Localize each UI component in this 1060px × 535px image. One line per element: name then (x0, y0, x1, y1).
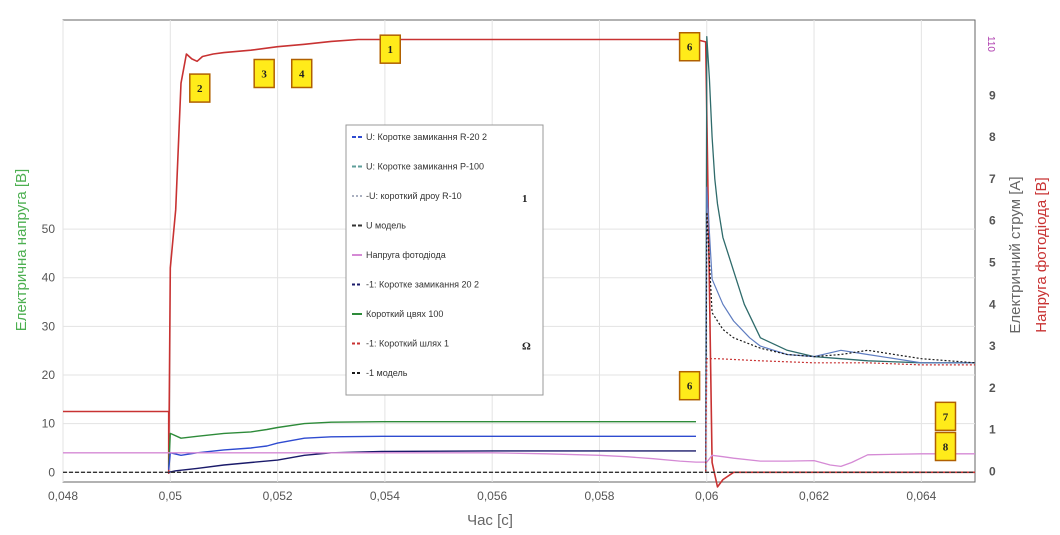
annotation-label: 7 (943, 411, 949, 423)
annotation-box (678, 370, 701, 401)
x-axis-title: Час [с] (467, 512, 513, 529)
legend: U: Коротке замикання R-20 2 U: Коротке за… (345, 124, 544, 396)
series-line (168, 421, 696, 468)
annotation-box (253, 58, 275, 89)
legend-entry: -1: Короткий шлях 1 (366, 339, 449, 349)
y-left-tick-label: 20 (42, 368, 56, 382)
x-tick-label: 0,054 (370, 489, 400, 503)
annotation-markers: 1 2 3 4 6 6 7 8 (189, 31, 957, 462)
x-axis-ticks: 0,048 0,05 0,052 0,054 0,056 0,058 0,06 0,062 0,… (48, 489, 937, 503)
y-axis-left-ticks: 0 10 20 30 40 50 (42, 222, 56, 479)
x-tick-label: 0,052 (263, 489, 293, 503)
annotation-label: 2 (197, 83, 203, 95)
y-left-tick-label: 50 (42, 222, 56, 236)
y-axis-current-ticks: 0 1 2 3 4 5 6 7 8 9 (989, 88, 996, 478)
x-tick-label: 0,064 (906, 489, 936, 503)
annotation-label: 8 (943, 441, 949, 453)
series-line (705, 186, 975, 472)
y-current-tick-label: 7 (989, 172, 996, 186)
annotation-label: 3 (261, 68, 267, 80)
y-left-tick-label: 0 (48, 465, 55, 479)
y-current-tick-label: 4 (989, 297, 996, 311)
y-current-tick-label: 2 (989, 381, 996, 395)
series-line (168, 450, 696, 473)
series-line (63, 452, 975, 468)
legend-box (345, 124, 544, 396)
annotation-label: 1 (387, 44, 393, 56)
annotation-label: 4 (299, 68, 305, 80)
legend-entry: Короткий цвях 100 (366, 309, 443, 319)
x-tick-label: 0,06 (695, 489, 719, 503)
series-line (705, 36, 975, 472)
legend-suffix: Ω (522, 341, 531, 353)
annotation-box (189, 73, 211, 103)
legend-entry: U модель (366, 221, 406, 231)
annotation-box (379, 34, 401, 64)
series-line (705, 358, 975, 472)
legend-entry: U: Коротке замикання R-20 2 (366, 132, 487, 142)
y-current-tick-label: 6 (989, 214, 996, 228)
annotation-box (678, 31, 701, 62)
legend-entry: -1 модель (366, 368, 408, 378)
y-left-tick-label: 30 (42, 319, 56, 333)
y-axis-right-title: Напруга фотодіода [В] (1033, 177, 1050, 332)
y-current-tick-label: 8 (989, 130, 996, 144)
annotation-label: 6 (687, 381, 693, 393)
x-tick-label: 0,05 (159, 489, 183, 503)
y-left-tick-label: 40 (42, 271, 56, 285)
legend-entry: -U: короткий дроу R-10 (366, 191, 462, 201)
right-top-tick: 110 (985, 36, 996, 52)
legend-entry: Напруга фотодіода (366, 250, 446, 260)
y-current-tick-label: 9 (989, 88, 996, 102)
legend-entry: U: Коротке замикання P-100 (366, 162, 484, 172)
y-current-tick-label: 5 (989, 255, 996, 269)
series-line (168, 435, 696, 470)
legend-suffix: 1 (522, 193, 528, 205)
y-axis-current-title: Електричний струм [А] (1007, 176, 1024, 333)
x-tick-label: 0,056 (477, 489, 507, 503)
y-current-tick-label: 3 (989, 339, 996, 353)
annotation-box (934, 401, 957, 432)
annotation-label: 6 (687, 42, 693, 54)
y-left-tick-label: 10 (42, 417, 56, 431)
x-tick-label: 0,062 (799, 489, 829, 503)
x-tick-label: 0,048 (48, 489, 78, 503)
annotation-box (934, 431, 957, 462)
series-group (63, 36, 976, 488)
y-current-tick-label: 1 (989, 423, 996, 437)
x-tick-label: 0,058 (584, 489, 614, 503)
annotation-box (290, 58, 313, 89)
legend-entry: -1: Коротке замикання 20 2 (366, 280, 479, 290)
y-axis-left-title: Електрична напруга [В] (13, 169, 30, 331)
y-current-tick-label: 0 (989, 465, 996, 479)
